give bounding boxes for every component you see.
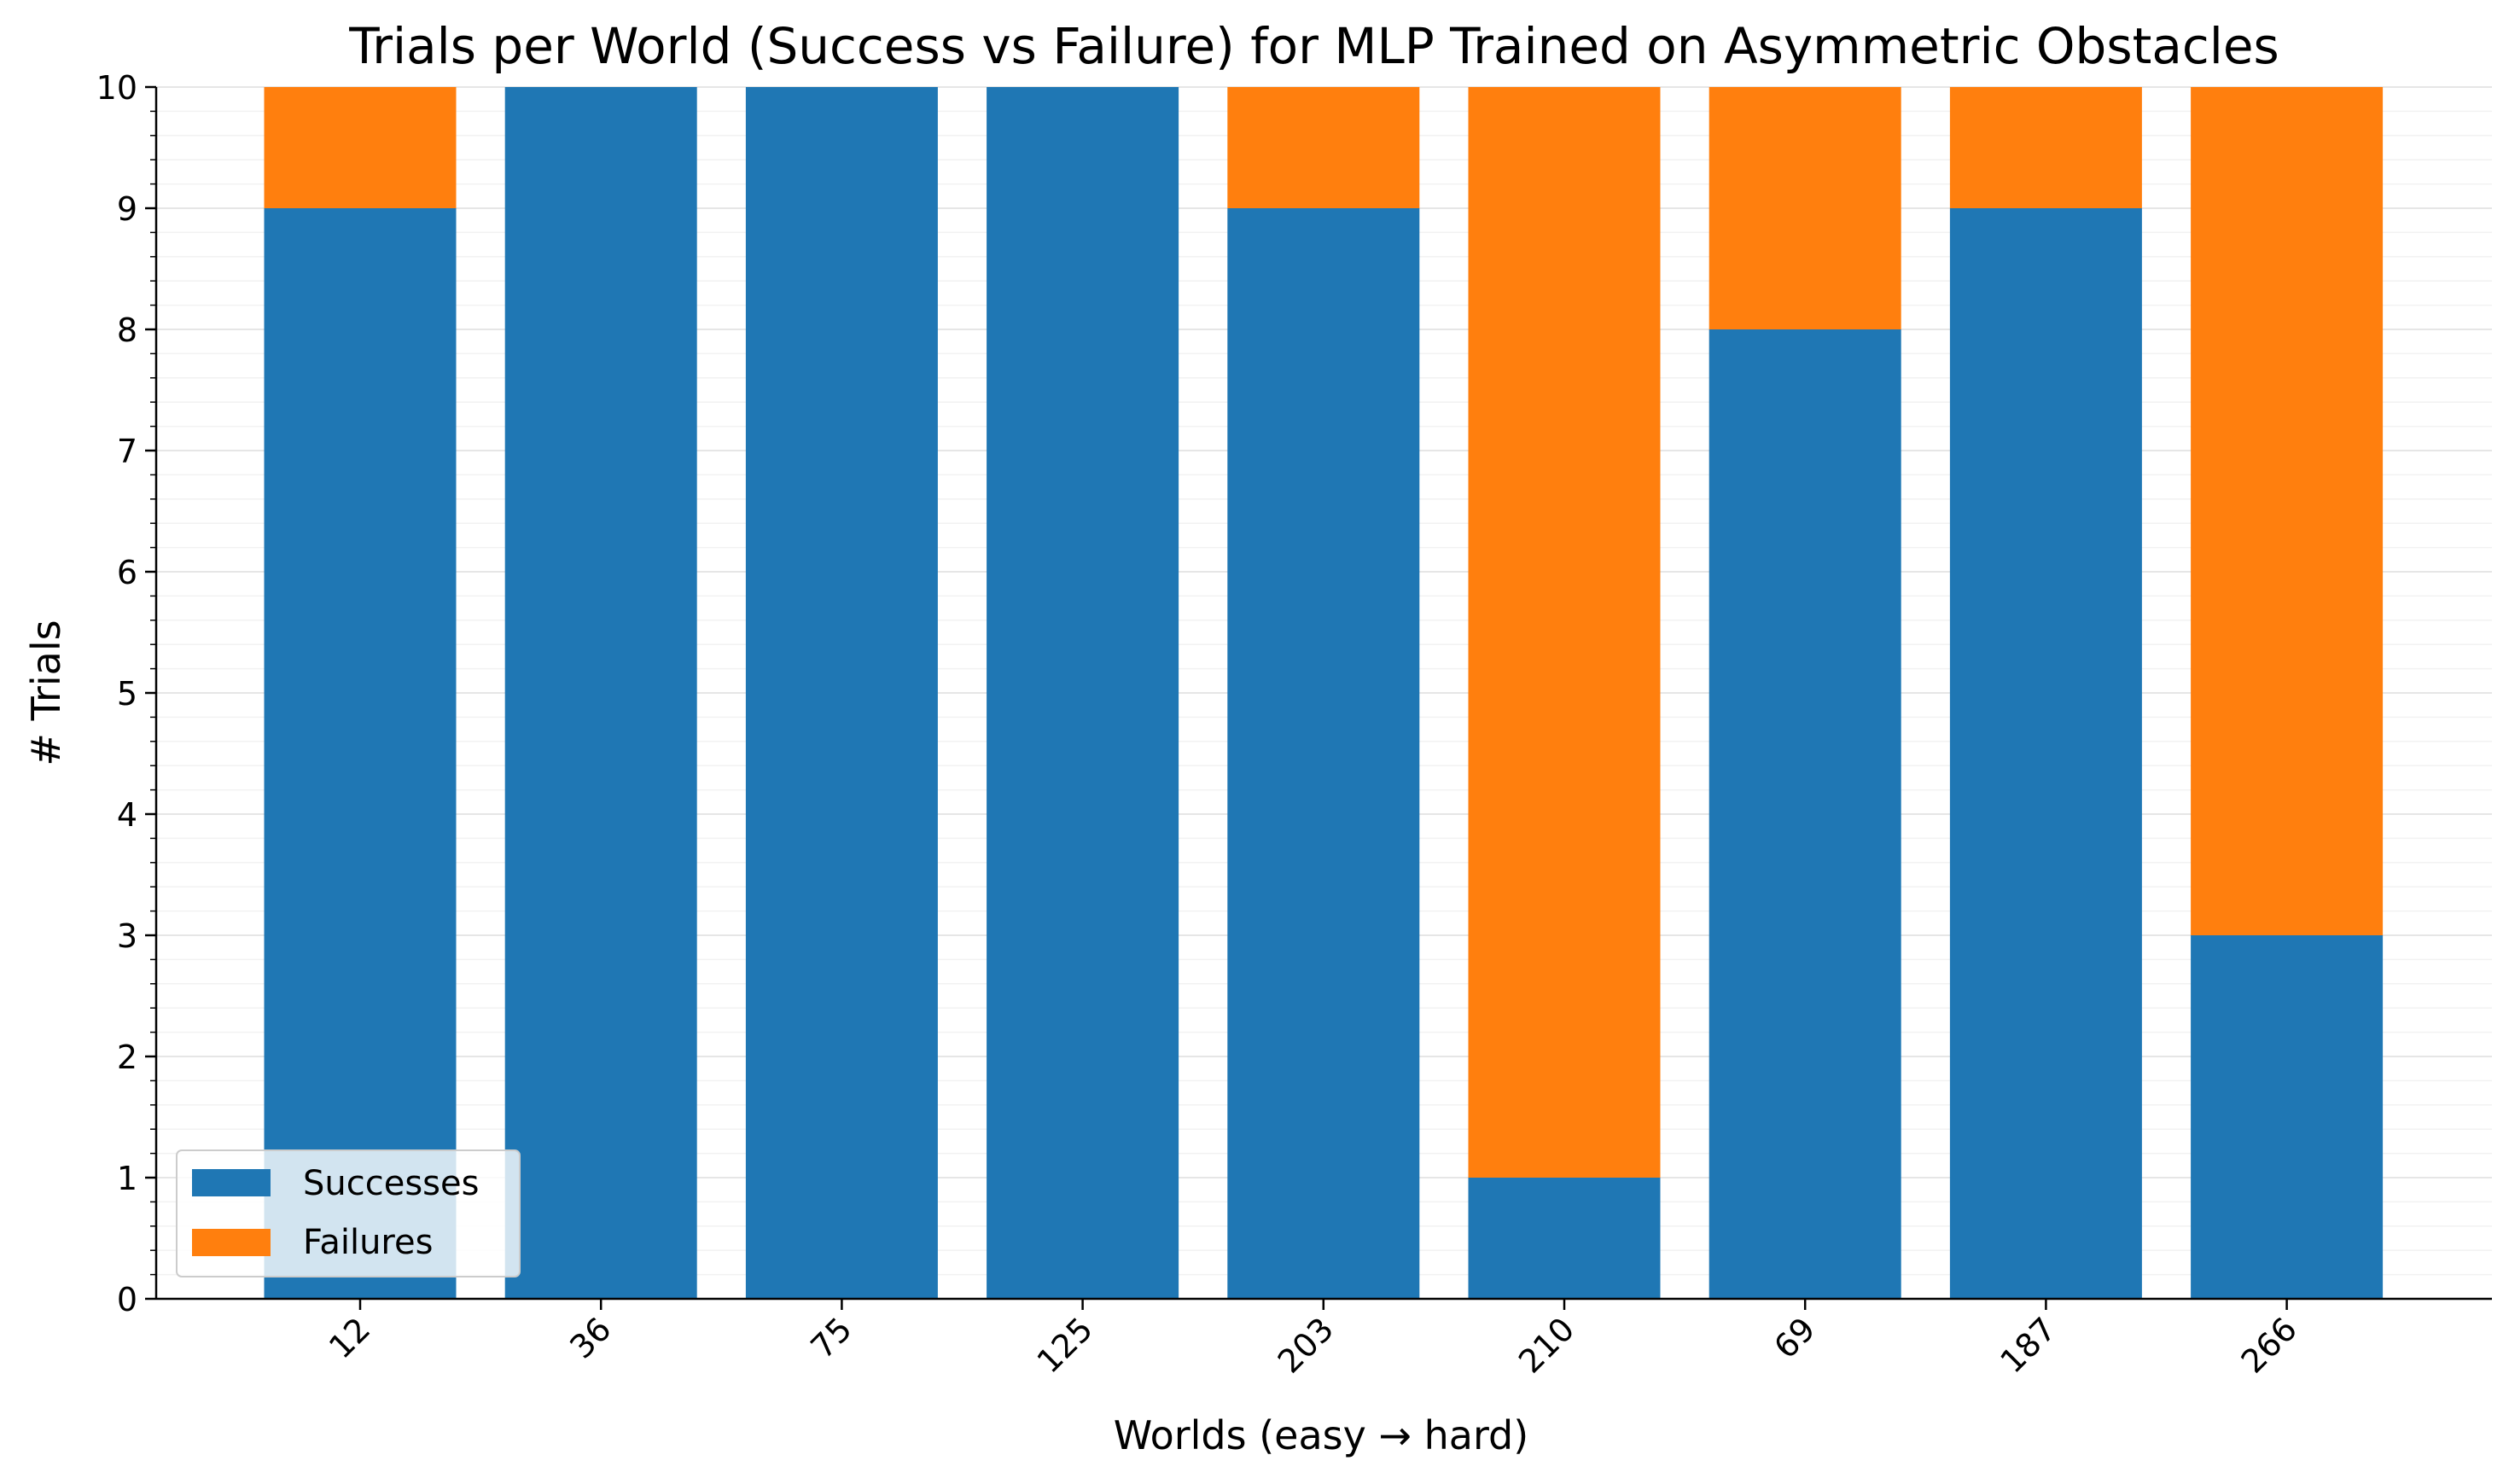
bar-failures-69 xyxy=(1709,87,1901,329)
bar-successes-12 xyxy=(264,208,457,1299)
y-tick-label: 3 xyxy=(117,917,137,955)
bar-failures-203 xyxy=(1227,87,1420,208)
bar-successes-125 xyxy=(987,87,1179,1299)
bar-successes-203 xyxy=(1227,208,1420,1299)
legend-swatch-failures xyxy=(192,1229,271,1256)
bar-successes-210 xyxy=(1468,1178,1661,1299)
x-tick-label: 125 xyxy=(1030,1310,1100,1380)
y-axis-label: # Trials xyxy=(23,620,69,765)
x-tick-label: 203 xyxy=(1271,1310,1341,1380)
bar-failures-12 xyxy=(264,87,457,208)
x-tick-label: 69 xyxy=(1767,1310,1822,1365)
y-tick-label: 8 xyxy=(117,311,137,349)
x-tick-label: 210 xyxy=(1511,1310,1581,1380)
bar-successes-69 xyxy=(1709,329,1901,1299)
x-tick-label: 187 xyxy=(1993,1310,2063,1380)
bar-successes-187 xyxy=(1949,208,2142,1299)
bar-successes-36 xyxy=(504,87,697,1299)
x-tick-label: 266 xyxy=(2234,1310,2304,1380)
y-tick-label: 9 xyxy=(117,190,137,228)
y-tick-label: 5 xyxy=(117,675,137,713)
y-tick-label: 4 xyxy=(117,796,137,834)
x-tick-label: 75 xyxy=(803,1310,859,1365)
y-ticks: 0 1 2 3 4 5 6 7 8 9 10 xyxy=(96,69,156,1318)
bar-successes-266 xyxy=(2191,935,2384,1299)
legend-swatch-successes xyxy=(192,1169,271,1196)
legend-label-successes: Successes xyxy=(303,1164,479,1203)
y-tick-label: 1 xyxy=(117,1160,137,1197)
bar-failures-266 xyxy=(2191,87,2384,935)
bar-failures-210 xyxy=(1468,87,1661,1178)
chart-title: Trials per World (Success vs Failure) fo… xyxy=(348,17,2279,75)
bars xyxy=(264,87,2384,1299)
legend-label-failures: Failures xyxy=(303,1223,433,1262)
x-axis-label: Worlds (easy → hard) xyxy=(1114,1412,1528,1458)
y-tick-label: 0 xyxy=(117,1281,137,1318)
legend: Successes Failures xyxy=(176,1149,521,1277)
y-tick-label: 2 xyxy=(117,1039,137,1076)
y-tick-label: 10 xyxy=(96,69,137,107)
bar-failures-187 xyxy=(1949,87,2142,208)
y-tick-label: 6 xyxy=(117,554,137,591)
x-ticks: 12 36 75 125 203 210 69 187 266 xyxy=(322,1299,2304,1381)
bar-successes-75 xyxy=(745,87,938,1299)
y-tick-label: 7 xyxy=(117,433,137,470)
x-tick-label: 36 xyxy=(562,1310,618,1365)
x-tick-label: 12 xyxy=(322,1310,377,1365)
